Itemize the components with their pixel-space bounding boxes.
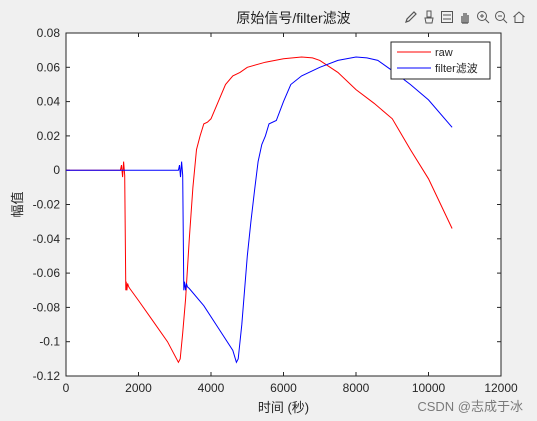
y-tick-label: -0.08 [33,300,61,314]
y-tick-label: 0 [53,163,60,177]
x-tick-label: 10000 [412,381,446,395]
x-tick-label: 2000 [125,381,152,395]
plot-area [65,32,502,377]
legend[interactable]: raw filter滤波 [390,41,491,80]
zoom-in-icon[interactable] [475,9,491,25]
watermark: CSDN @志成于冰 [417,399,523,414]
x-tick-label: 8000 [343,381,370,395]
y-tick-label: -0.02 [33,198,61,212]
x-tick-label: 0 [63,381,70,395]
series-line-1 [66,56,453,364]
y-tick-label: 0.02 [37,129,61,143]
y-tick-label: 0.04 [37,95,61,109]
y-tick-label: -0.1 [39,335,60,349]
legend-box [390,41,491,80]
y-tick-label: -0.12 [33,369,61,383]
axis-ticks: 0 2000 4000 6000 8000 10000 12000 -0.12 -0.1 -0.0… [33,26,518,395]
legend-label: raw [435,47,453,59]
y-tick-label: -0.06 [33,266,61,280]
y-tick-label: -0.04 [33,232,61,246]
edit-icon[interactable] [403,9,419,25]
home-icon[interactable] [511,9,527,25]
zoom-out-icon[interactable] [493,9,509,25]
figure-toolbar [403,9,527,25]
series-group [66,56,453,364]
x-tick-label: 6000 [270,381,297,395]
x-axis-label: 时间 (秒) [258,400,309,415]
chart-title: 原始信号/filter滤波 [236,10,351,26]
legend-icon[interactable] [439,9,455,25]
brush-icon[interactable] [421,9,437,25]
series-line-0 [66,56,453,364]
y-tick-label: 0.08 [37,26,61,40]
x-tick-label: 4000 [198,381,225,395]
y-tick-label: 0.06 [37,60,61,74]
x-tick-label: 12000 [484,381,518,395]
pan-icon[interactable] [457,9,473,25]
legend-label: filter滤波 [435,62,478,75]
y-axis-label: 幅值 [10,191,25,217]
